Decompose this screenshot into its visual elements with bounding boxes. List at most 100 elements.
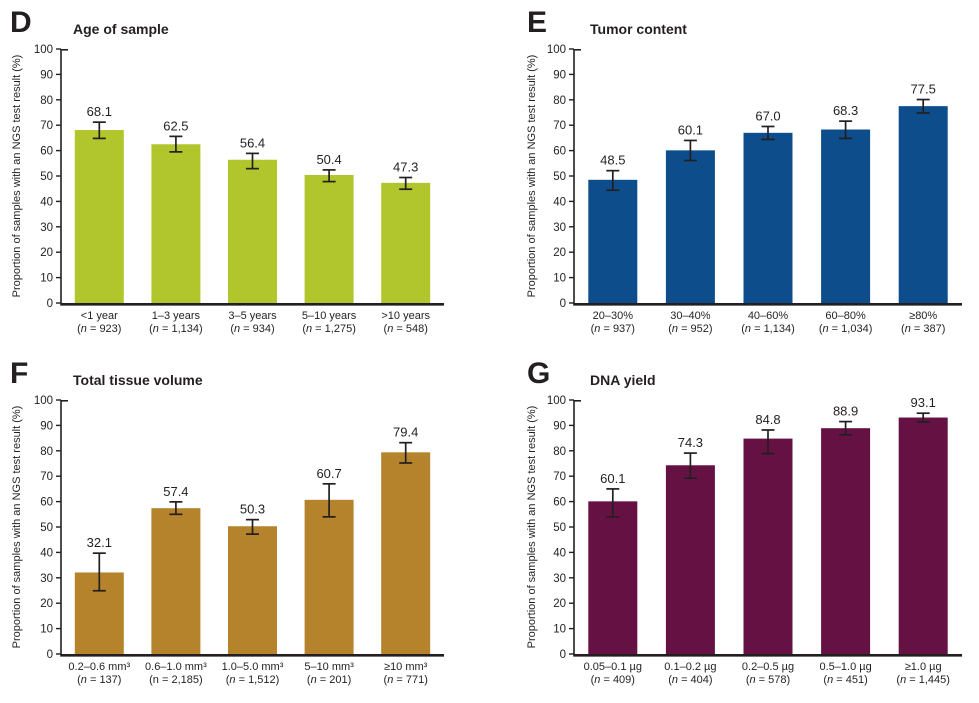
y-tick-label: 20 [40, 247, 53, 259]
bar [665, 150, 715, 303]
bar-value-label: 77.5 [911, 82, 936, 97]
bar-value-label: 74.3 [678, 435, 703, 450]
category-n-label: (n = 934) [230, 323, 274, 335]
category-n-label: (n = 1,134) [741, 323, 795, 335]
y-tick-label: 0 [47, 298, 53, 310]
category-label: 0.2–0.6 mm³ [68, 661, 130, 673]
category-n-label: (n = 548) [384, 323, 428, 335]
bar [898, 106, 948, 304]
category-label: >10 years [381, 310, 430, 322]
bar [228, 159, 277, 303]
bar-value-label: 84.8 [755, 412, 780, 427]
category-n-label: (n = 2,185) [149, 674, 203, 686]
bar [898, 417, 948, 654]
y-tick-label: 50 [40, 171, 53, 183]
y-tick-label: 90 [40, 69, 53, 81]
bar-value-label: 56.4 [240, 135, 265, 150]
y-tick-label: 20 [553, 247, 566, 259]
bar-value-label: 50.4 [316, 152, 341, 167]
bar-value-label: 67.0 [755, 108, 780, 123]
y-tick-label: 10 [40, 624, 53, 636]
bar [821, 129, 871, 303]
category-label: 1–3 years [152, 310, 201, 322]
y-tick-label: 40 [40, 196, 53, 208]
category-label: 5–10 mm³ [304, 661, 354, 673]
y-tick-label: 20 [553, 598, 566, 610]
category-n-label: (n = 1,275) [302, 323, 356, 335]
bar [821, 428, 871, 654]
category-label: 40–60% [748, 310, 789, 322]
bar [743, 132, 793, 303]
bar-value-label: 50.3 [240, 502, 265, 517]
y-tick-label: 30 [40, 222, 53, 234]
panel-total-tissue-volume: F Total tissue volume 0 10 20 30 40 50 60 70 80 9… [0, 351, 490, 703]
category-label: 3–5 years [228, 310, 277, 322]
bar [743, 438, 793, 654]
bar [228, 526, 277, 654]
panel-dna-yield: G DNA yield 0 10 20 30 40 50 60 70 80 90 100 Propor… [489, 351, 979, 703]
bar [151, 508, 201, 654]
panel-tumor-content: E Tumor content 0 10 20 30 40 50 60 70 80 90 100 Pr… [489, 0, 979, 352]
y-tick-label: 70 [553, 120, 566, 132]
category-label: 20–30% [593, 310, 634, 322]
panel-age-of-sample: D Age of sample 0 10 20 30 40 50 60 70 80 90 100 Pr… [0, 0, 490, 352]
bar-value-label: 62.5 [163, 118, 188, 133]
bar [151, 144, 201, 303]
category-label: 30–40% [670, 310, 711, 322]
y-tick-label: 40 [40, 547, 53, 559]
y-tick-label: 80 [553, 95, 566, 107]
y-tick-label: 100 [34, 44, 53, 56]
bar [381, 452, 431, 654]
category-n-label: (n = 771) [384, 674, 428, 686]
bar [665, 465, 715, 654]
bar-chart-total-tissue-volume: 0 10 20 30 40 50 60 70 80 90 100 Proportion of samp… [11, 395, 444, 686]
panel-title: Age of sample [73, 21, 169, 37]
category-label: 60–80% [825, 310, 866, 322]
panel-letter: E [527, 6, 548, 39]
y-tick-label: 60 [40, 497, 53, 509]
panel-letter: F [10, 357, 29, 390]
y-tick-label: 100 [547, 395, 566, 407]
category-n-label: (n = 578) [746, 674, 790, 686]
category-n-label: (n = 451) [823, 674, 867, 686]
bar-value-label: 68.3 [833, 103, 858, 118]
bar [381, 182, 431, 303]
category-n-label: (n = 937) [591, 323, 635, 335]
category-label: 1.0–5.0 mm³ [222, 661, 284, 673]
y-tick-label: 50 [553, 171, 566, 183]
bar-value-label: 57.4 [163, 484, 188, 499]
category-label: <1 year [81, 310, 118, 322]
panel-title: DNA yield [590, 372, 656, 388]
category-label: ≥80% [909, 310, 937, 322]
y-tick-label: 30 [553, 222, 566, 234]
bar-value-label: 93.1 [911, 395, 936, 410]
y-tick-label: 10 [553, 273, 566, 285]
category-n-label: (n = 952) [668, 323, 712, 335]
y-tick-label: 70 [40, 471, 53, 483]
bar-value-label: 88.9 [833, 404, 858, 419]
bar-value-label: 79.4 [393, 425, 418, 440]
bar-chart-age-of-sample: 0 10 20 30 40 50 60 70 80 90 100 Proportion of samp… [11, 44, 444, 335]
bar-value-label: 60.1 [600, 471, 625, 486]
y-tick-label: 50 [553, 522, 566, 534]
y-tick-label: 0 [560, 649, 566, 661]
y-tick-label: 60 [553, 497, 566, 509]
bar-value-label: 32.1 [87, 535, 112, 550]
y-tick-label: 0 [560, 298, 566, 310]
category-n-label: (n = 923) [77, 323, 121, 335]
category-n-label: (n = 201) [307, 674, 351, 686]
y-tick-label: 100 [34, 395, 53, 407]
y-tick-label: 90 [40, 420, 53, 432]
y-tick-label: 60 [553, 146, 566, 158]
category-label: ≥1.0 µg [905, 661, 942, 673]
y-axis-label: Proportion of samples with an NGS test r… [526, 406, 538, 649]
y-tick-label: 100 [547, 44, 566, 56]
category-label: ≥10 mm³ [384, 661, 428, 673]
y-tick-label: 20 [40, 598, 53, 610]
bar-chart-tumor-content: 0 10 20 30 40 50 60 70 80 90 100 Proportion of samp… [526, 44, 962, 335]
bar-value-label: 68.1 [87, 104, 112, 119]
category-n-label: (n = 1,034) [819, 323, 873, 335]
category-n-label: (n = 1,445) [896, 674, 950, 686]
category-label: 0.2–0.5 µg [742, 661, 794, 673]
